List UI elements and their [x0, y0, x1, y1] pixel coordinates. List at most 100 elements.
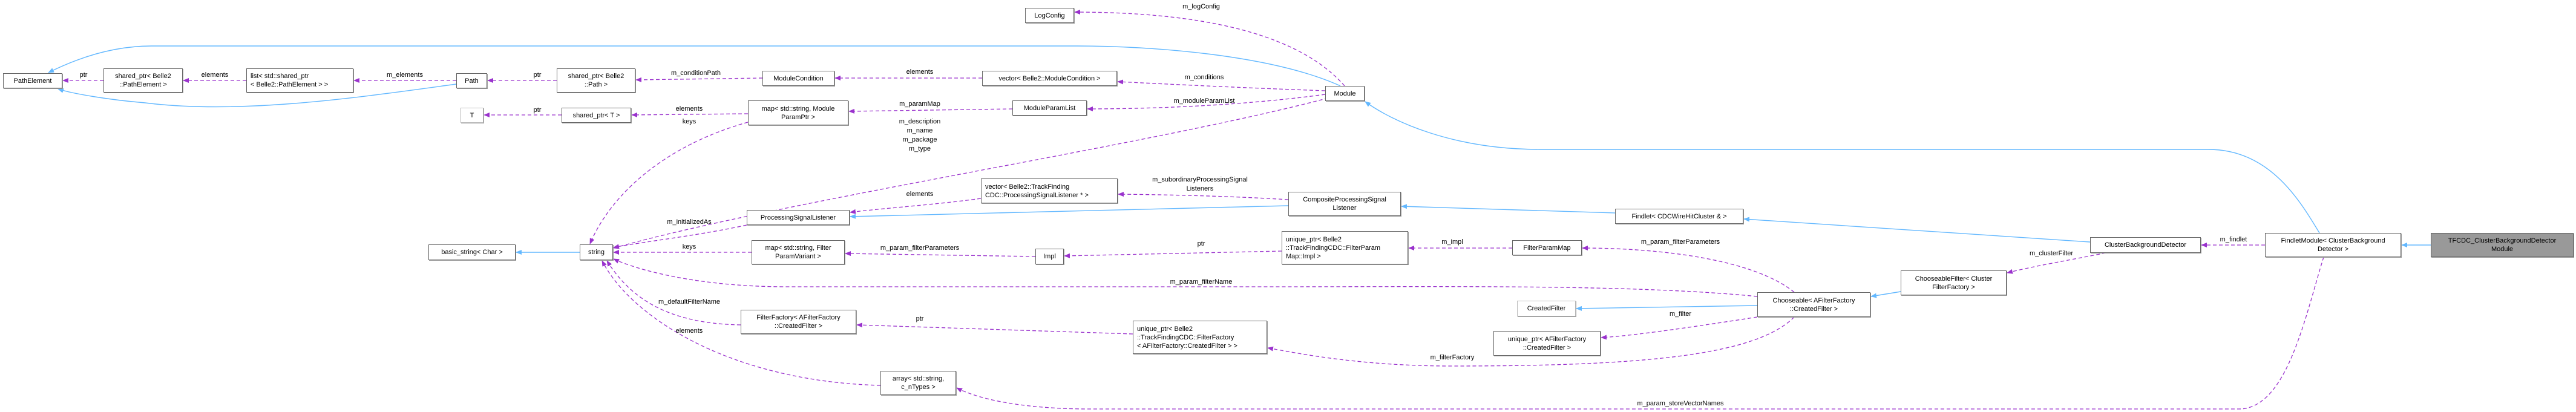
- association-edge-composite-psl-to-vector-psl: [1118, 192, 1289, 200]
- association-edge-chooseable-to-unique-ptr-filter-factory: [1267, 316, 1795, 367]
- class-node-unique-ptr-impl[interactable]: unique_ptr< Belle2::TrackFindingCDC::Fil…: [1282, 231, 1408, 264]
- class-node-label-line: ::CreatedFilter >: [1522, 344, 1571, 352]
- class-node-label-line: Findlet< CDCWireHitCluster & >: [1631, 212, 1727, 220]
- edge-label-line: m_impl: [1441, 238, 1463, 246]
- class-node-label-line: ParamVariant >: [775, 253, 821, 260]
- edge-label-line: m_package: [903, 136, 937, 143]
- edge-label: m_param_filterParameters: [880, 244, 960, 252]
- edge-label-line: m_conditionPath: [671, 70, 721, 77]
- edge-label: ptr: [80, 71, 88, 79]
- inheritance-edge-path-to-path-element: [57, 83, 457, 108]
- class-node-label-line: ProcessingSignalListener: [760, 214, 836, 221]
- association-edge-impl-to-map-filter-param-variant: [845, 251, 1036, 257]
- class-node-filter-factory[interactable]: FilterFactory< AFilterFactory::CreatedFi…: [741, 310, 856, 334]
- class-node-label-line: CDC::ProcessingSignalListener * >: [985, 191, 1089, 199]
- edge-label-line: elements: [676, 327, 703, 335]
- edge-label: elements: [906, 191, 934, 198]
- class-node-label-line: basic_string< Char >: [441, 249, 503, 256]
- class-node-vector-module-condition[interactable]: vector< Belle2::ModuleCondition >: [982, 71, 1117, 86]
- class-node-path[interactable]: Path: [456, 73, 487, 88]
- class-node-t[interactable]: T: [460, 108, 483, 123]
- edge-label-line: m_moduleParamList: [1174, 97, 1235, 105]
- class-node-shared-ptr-path[interactable]: shared_ptr< Belle2::Path >: [557, 68, 635, 93]
- class-node-label-line: Impl: [1043, 253, 1056, 260]
- edge-label-line: keys: [683, 243, 696, 250]
- edge-label-line: m_param_storeVectorNames: [1637, 400, 1724, 407]
- class-node-log-config[interactable]: LogConfig: [1025, 8, 1074, 23]
- edge-label: m_filter: [1670, 310, 1691, 318]
- edge-label: ptr: [1198, 240, 1205, 247]
- class-node-string[interactable]: string: [580, 244, 613, 260]
- class-node-module-param-list[interactable]: ModuleParamList: [1012, 100, 1087, 116]
- association-edge-processing-signal-listener-to-string: [613, 224, 747, 249]
- class-node-filter-param-map[interactable]: FilterParamMap: [1512, 240, 1582, 255]
- class-node-label-line: string: [588, 249, 605, 256]
- class-node-label-line: unique_ptr< Belle2: [1137, 325, 1193, 333]
- class-node-label-line: Path: [465, 77, 479, 85]
- edge-label: m_param_filterParameters: [1641, 238, 1720, 246]
- association-edge-chooseable-to-filter-param-map: [1582, 246, 1795, 293]
- class-node-chooseable-filter[interactable]: ChooseableFilter< Cluster FilterFactory >: [1901, 270, 2007, 295]
- class-node-cluster-background-detector[interactable]: ClusterBackgroundDetector: [2090, 237, 2201, 253]
- association-edge-module-param-list-to-map-module-param-ptr: [848, 108, 1013, 114]
- class-node-list-shared-ptr[interactable]: list< std::shared_ptr < Belle2::PathEleme…: [246, 68, 353, 93]
- class-node-composite-psl[interactable]: CompositeProcessingSignal Listener: [1288, 192, 1401, 216]
- class-node-label-line: shared_ptr< Belle2: [568, 73, 624, 80]
- class-node-created-filter[interactable]: CreatedFilter: [1517, 301, 1576, 316]
- class-node-vector-psl[interactable]: vector< Belle2::TrackFinding CDC::Process…: [981, 178, 1118, 203]
- class-node-module[interactable]: Module: [1325, 86, 1365, 101]
- edge-label-line: ptr: [916, 315, 924, 322]
- edge-label: m_clusterFilter: [2030, 250, 2073, 257]
- class-node-findlet-module[interactable]: FindletModule< ClusterBackground Detector…: [2265, 233, 2401, 257]
- edge-label-line: elements: [676, 105, 703, 113]
- class-node-basic-string[interactable]: basic_string< Char >: [428, 244, 516, 260]
- class-node-unique-ptr-filter-factory[interactable]: unique_ptr< Belle2::TrackFindingCDC::Fil…: [1133, 321, 1267, 354]
- edge-label-line: elements: [202, 71, 229, 79]
- class-node-array-string[interactable]: array< std::string, c_nTypes >: [880, 371, 956, 395]
- inheritance-edge-findlet-to-composite-psl: [1401, 204, 1616, 214]
- edge-label: ptr: [916, 315, 924, 322]
- class-node-unique-ptr-created-filter[interactable]: unique_ptr< AFilterFactory::CreatedFilte…: [1493, 331, 1601, 356]
- class-node-label-line: ::CreatedFilter >: [1789, 305, 1838, 313]
- class-node-map-module-param-ptr[interactable]: map< std::string, Module ParamPtr >: [748, 100, 848, 125]
- association-edge-module-to-string: [613, 97, 1329, 249]
- class-node-tfcdcmodule[interactable]: TFCDC_ClusterBackgroundDetector Module: [2431, 233, 2574, 257]
- class-node-label-line: Detector >: [2317, 246, 2349, 253]
- edge-label-line: m_param_filterName: [1170, 278, 1233, 286]
- edge-label-line: m_logConfig: [1182, 3, 1220, 10]
- class-node-label-line: FilterParamMap: [1523, 244, 1571, 252]
- inheritance-edge-chooseable-filter-to-chooseable: [1870, 291, 1901, 298]
- class-node-label-line: T: [470, 111, 474, 119]
- edge-label: m_description m_name m_package m_type: [899, 118, 940, 152]
- edge-label-line: m_filter: [1670, 310, 1691, 318]
- edge-label-line: m_findlet: [2220, 236, 2247, 243]
- class-node-processing-signal-listener[interactable]: ProcessingSignalListener: [747, 210, 850, 225]
- edge-label: m_subordinaryProcessingSignal Listeners: [1152, 176, 1248, 192]
- edge-label-line: m_subordinaryProcessingSignal: [1152, 176, 1248, 183]
- class-node-impl[interactable]: Impl: [1035, 249, 1064, 264]
- class-node-label-line: ModuleParamList: [1023, 104, 1076, 112]
- class-node-chooseable[interactable]: Chooseable< AFilterFactory::CreatedFilte…: [1757, 292, 1870, 317]
- class-node-label-line: vector< Belle2::TrackFinding: [985, 183, 1070, 191]
- class-node-label-line: Chooseable< AFilterFactory: [1772, 296, 1855, 304]
- class-node-label-line: Map::Impl >: [1286, 252, 1321, 260]
- edge-label-line: m_elements: [387, 71, 423, 79]
- association-edge-module-to-module-param-list: [1087, 94, 1326, 111]
- class-node-module-condition[interactable]: ModuleCondition: [762, 71, 834, 86]
- class-node-path-element[interactable]: PathElement: [3, 73, 62, 88]
- edge-label-line: m_filterFactory: [1431, 354, 1475, 361]
- edge-label: m_logConfig: [1182, 3, 1220, 10]
- edge-label-line: m_clusterFilter: [2030, 250, 2073, 257]
- class-node-shared-ptr-path-element[interactable]: shared_ptr< Belle2::PathElement >: [103, 68, 183, 93]
- class-node-shared-ptr-t[interactable]: shared_ptr< T >: [562, 108, 631, 123]
- edge-label: m_paramMap: [899, 100, 940, 108]
- class-node-label-line: FindletModule< ClusterBackground: [2281, 237, 2385, 244]
- class-node-label-line: CreatedFilter: [1527, 305, 1566, 312]
- class-node-label-line: Listener: [1332, 204, 1357, 212]
- class-node-findlet[interactable]: Findlet< CDCWireHitCluster & >: [1615, 209, 1743, 224]
- class-node-map-filter-param-variant[interactable]: map< std::string, Filter ParamVariant >: [752, 240, 845, 264]
- edge-label: m_conditions: [1185, 74, 1224, 81]
- edge-label: m_filterFactory: [1431, 354, 1475, 361]
- edge-label: m_elements: [387, 71, 423, 79]
